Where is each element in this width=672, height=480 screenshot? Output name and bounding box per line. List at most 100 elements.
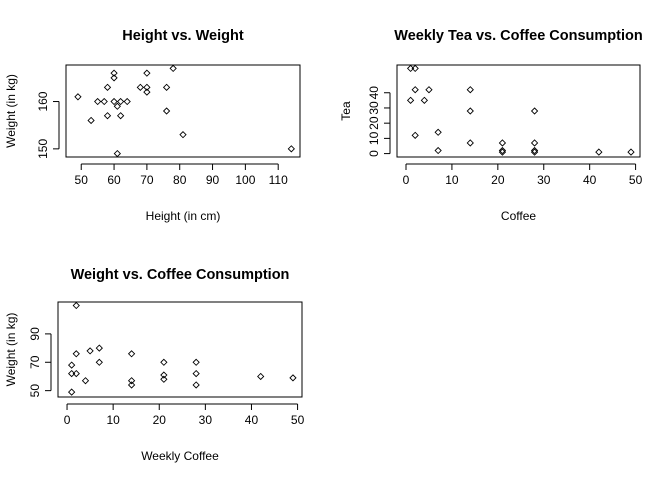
data-point	[95, 344, 103, 352]
data-point	[627, 148, 635, 156]
data-point	[86, 347, 94, 355]
data-point	[81, 377, 90, 385]
data-point	[466, 139, 474, 147]
data-point	[498, 139, 507, 147]
data-point	[160, 371, 168, 379]
data-point	[411, 86, 419, 94]
data-point	[143, 88, 151, 96]
x-tick-label: 70	[140, 173, 154, 187]
data-point	[74, 93, 82, 101]
data-point	[411, 131, 419, 139]
data-point	[287, 145, 295, 153]
data-point	[143, 69, 151, 77]
chart-title: Weekly Tea vs. Coffee Consumption	[394, 28, 642, 44]
data-point	[498, 148, 507, 156]
y-tick-label: 20	[367, 116, 381, 130]
data-point	[162, 107, 171, 115]
y-tick-label: 150	[36, 139, 50, 159]
data-point	[127, 350, 136, 358]
y-tick-label: 160	[36, 91, 50, 111]
data-point	[192, 381, 200, 389]
data-point	[192, 369, 200, 378]
data-point	[411, 64, 419, 73]
x-tick-label: 60	[107, 173, 121, 187]
y-tick-label: 90	[28, 327, 42, 341]
x-axis-label: Coffee	[501, 209, 536, 223]
x-tick-label: 30	[199, 413, 213, 427]
x-tick-label: 100	[235, 173, 255, 187]
y-axis-label: Tea	[339, 101, 353, 121]
data-point	[113, 102, 121, 110]
data-point	[143, 83, 151, 91]
data-point	[466, 86, 474, 94]
x-axis-label: Height (in cm)	[146, 209, 221, 223]
x-tick-label: 50	[75, 173, 89, 187]
data-point	[192, 358, 200, 366]
data-point	[103, 112, 112, 120]
data-point	[530, 148, 539, 156]
plot-box	[396, 64, 641, 158]
data-point	[95, 358, 103, 366]
x-tick-label: 0	[64, 413, 71, 427]
y-tick-label: 70	[28, 355, 42, 369]
data-point	[110, 69, 118, 77]
data-point	[68, 361, 76, 369]
plot-box	[57, 301, 303, 398]
chart-title: Height vs. Weight	[122, 28, 244, 44]
data-point	[116, 97, 125, 106]
data-point	[179, 131, 187, 139]
chart-panel-tea-coffee: Weekly Tea vs. Coffee Consumption 0 10 20 30…	[339, 28, 643, 223]
data-point	[434, 146, 442, 155]
y-tick-label: 0	[367, 150, 381, 157]
data-point	[169, 64, 177, 73]
data-point	[123, 97, 131, 106]
x-tick-label: 20	[491, 173, 505, 187]
data-point	[87, 116, 95, 125]
data-point	[162, 83, 171, 91]
data-point	[160, 358, 168, 366]
data-point	[72, 369, 80, 378]
data-point	[530, 146, 539, 155]
data-point	[116, 112, 125, 120]
data-point	[113, 149, 121, 158]
plot-box	[65, 64, 301, 158]
data-point	[406, 96, 415, 104]
y-axis-label: Weight (in kg)	[4, 313, 18, 387]
data-point	[94, 97, 102, 106]
data-point	[289, 374, 297, 382]
x-tick-label: 0	[403, 173, 410, 187]
x-tick-label: 90	[206, 173, 220, 187]
x-tick-label: 10	[106, 413, 120, 427]
x-tick-label: 40	[245, 413, 259, 427]
data-point	[127, 381, 136, 389]
data-point	[425, 86, 433, 94]
data-point	[68, 388, 76, 396]
x-tick-label: 20	[153, 413, 167, 427]
data-point	[257, 372, 265, 381]
chart-panel-weight-coffee: Weight vs. Coffee Consumption 0 10 20 30 40 50…	[4, 267, 305, 463]
data-point	[434, 128, 442, 136]
y-axis-label: Weight (in kg)	[4, 74, 18, 148]
x-tick-label: 80	[173, 173, 187, 187]
x-tick-label: 30	[537, 173, 551, 187]
chart-title: Weight vs. Coffee Consumption	[71, 267, 290, 283]
data-point	[110, 74, 118, 82]
data-point	[420, 96, 429, 104]
data-point	[110, 97, 118, 106]
data-point	[72, 301, 80, 310]
x-axis-label: Weekly Coffee	[141, 449, 219, 463]
chart-panel-height-weight: Height vs. Weight 50 60 70 80 90 100 110 150 160 H…	[4, 28, 301, 223]
x-tick-label: 10	[445, 173, 459, 187]
data-point	[136, 83, 144, 91]
data-point	[498, 146, 507, 155]
data-point	[530, 107, 539, 115]
y-tick-label: 50	[28, 384, 42, 398]
data-point	[160, 375, 168, 383]
data-point	[127, 377, 136, 385]
x-tick-label: 40	[583, 173, 597, 187]
x-tick-label: 110	[269, 173, 288, 187]
data-point	[72, 350, 80, 358]
data-point	[100, 97, 108, 106]
data-point	[103, 83, 112, 91]
